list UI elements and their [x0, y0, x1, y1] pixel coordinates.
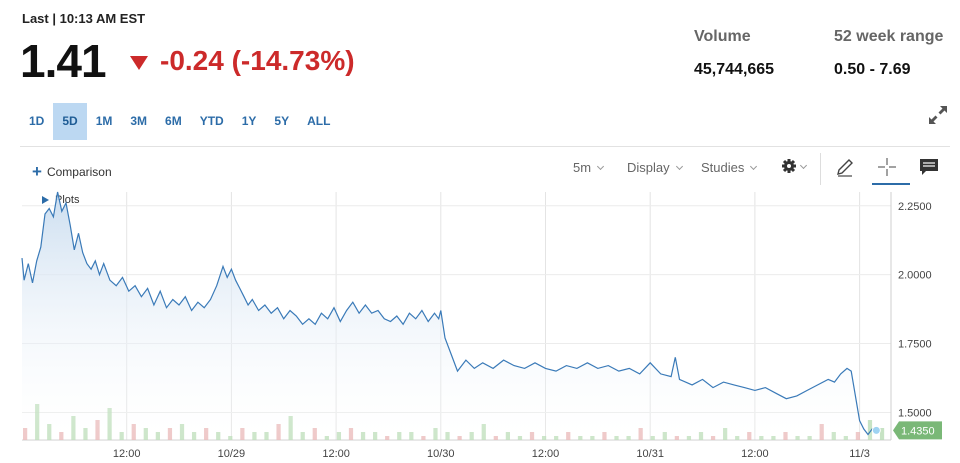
interval-label: 5m	[573, 160, 592, 175]
pencil-icon[interactable]	[834, 156, 856, 178]
price-change-text: -0.24 (-14.73%)	[160, 45, 355, 76]
studies-menu[interactable]: Studies	[701, 160, 758, 175]
volume-label: Volume	[694, 28, 751, 45]
plots-label: Plots	[55, 194, 80, 206]
range-1y[interactable]: 1Y	[241, 114, 257, 128]
last-label: Last | 10:13 AM EST	[22, 11, 146, 26]
volume-value: 45,744,665	[694, 61, 775, 78]
range-1m[interactable]: 1M	[95, 114, 113, 128]
display-label: Display	[627, 160, 670, 175]
last-price: 1.41	[20, 35, 107, 87]
x-tick-label: 10/29	[218, 448, 246, 460]
y-tick-label: 1.5000	[898, 407, 932, 419]
range-3m[interactable]: 3M	[130, 114, 148, 128]
comparison-label: Comparison	[46, 164, 112, 179]
triangle-right-icon	[42, 196, 49, 204]
last-price-tag	[893, 421, 942, 440]
x-tick-label: 11/3	[849, 448, 870, 460]
header-divider	[20, 146, 950, 147]
display-menu[interactable]: Display	[627, 160, 683, 175]
y-tick-label: 2.0000	[898, 270, 932, 282]
price-change: -0.24 (-14.73%)	[130, 47, 355, 75]
range-6m[interactable]: 6M	[165, 114, 182, 128]
range-all[interactable]: ALL	[307, 114, 331, 128]
range-1d[interactable]: 1D	[29, 114, 45, 128]
range-label: 52 week range	[834, 28, 944, 45]
volume-bar	[879, 428, 885, 440]
volume-bar	[867, 420, 873, 440]
price-area-fill	[22, 192, 877, 440]
expand-icon[interactable]	[926, 103, 950, 127]
interval-select[interactable]: 5m	[573, 160, 605, 175]
crosshair-active-underline	[872, 183, 910, 185]
crosshair-icon[interactable]	[876, 156, 898, 178]
down-arrow-icon	[130, 55, 148, 70]
range-value: 0.50 - 7.69	[834, 61, 911, 78]
price-line	[21, 191, 877, 436]
range-5d[interactable]: 5D	[53, 103, 87, 140]
x-tick-label: 10/30	[427, 448, 455, 460]
settings-menu[interactable]	[781, 158, 808, 174]
gear-icon	[782, 159, 796, 173]
y-tick-label: 2.2500	[898, 201, 932, 213]
comparison-button[interactable]: + Comparison	[32, 163, 112, 180]
last-price-tag-label: 1.4350	[901, 425, 935, 437]
studies-label: Studies	[701, 160, 745, 175]
x-tick-label: 12:00	[741, 448, 769, 460]
comment-icon[interactable]	[918, 156, 940, 178]
x-tick-label: 12:00	[532, 448, 560, 460]
range-5y[interactable]: 5Y	[274, 114, 290, 128]
last-price-dot	[871, 425, 881, 435]
plots-toggle[interactable]: Plots	[42, 194, 79, 206]
x-tick-label: 12:00	[322, 448, 350, 460]
plus-icon: +	[32, 162, 42, 181]
x-tick-label: 12:00	[113, 448, 141, 460]
y-tick-label: 1.7500	[898, 339, 932, 351]
toolbar-separator	[820, 153, 821, 185]
range-selector: 1D 5D 1M 3M 6M YTD 1Y 5Y ALL	[20, 103, 339, 140]
range-ytd[interactable]: YTD	[199, 114, 224, 128]
x-tick-label: 10/31	[636, 448, 664, 460]
